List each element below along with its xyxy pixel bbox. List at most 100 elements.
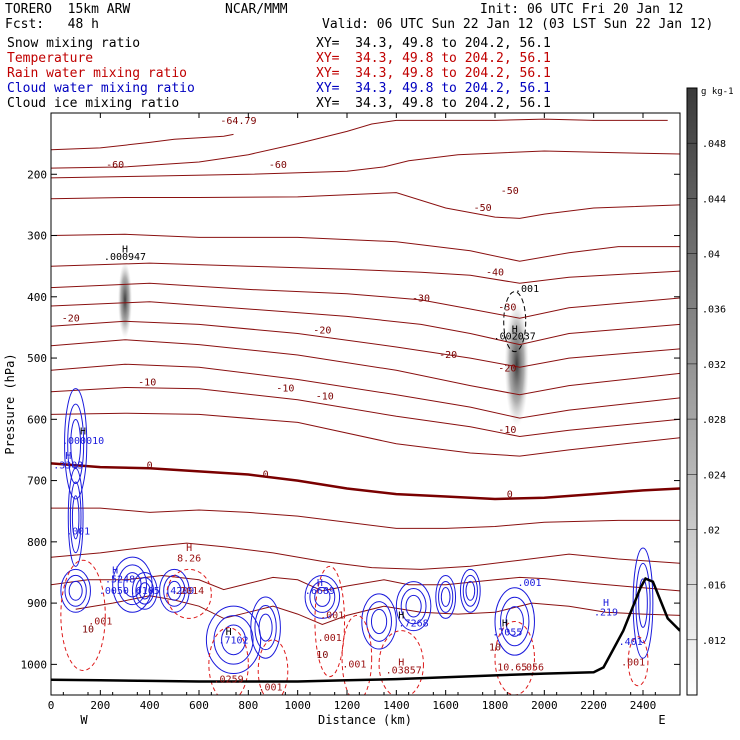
valid-time: Valid: 06 UTC Sun 22 Jan 12 (03 LST Sun …	[322, 17, 714, 32]
max-marker: H	[502, 618, 508, 629]
y-tick-label: 200	[27, 168, 47, 181]
cloud-water-contour	[60, 568, 91, 613]
west-label: W	[80, 713, 88, 727]
cloud-water-contour	[64, 574, 87, 607]
y-tick-label: 900	[27, 597, 47, 610]
x-tick-label: 1000	[284, 699, 311, 712]
isotherm	[75, 595, 680, 626]
temperature-label: -20	[498, 364, 516, 375]
temperature-label: -60	[106, 160, 124, 171]
x-tick-label: 2000	[531, 699, 558, 712]
temperature-label: -10	[276, 384, 294, 395]
cloud-water-contour	[395, 581, 432, 632]
cloud-water-contour	[67, 467, 84, 567]
temperature-label: -50	[474, 203, 492, 214]
ice-max-marker: H	[512, 324, 518, 335]
cloud-water-contour	[638, 578, 648, 628]
cloud-water-contour	[135, 577, 155, 605]
cloud-water-contour	[370, 608, 388, 635]
temperature-label: -30	[412, 294, 430, 305]
cloud-water-contour	[67, 403, 85, 485]
cloud-water-contour	[205, 605, 262, 675]
ice-contour	[503, 291, 527, 353]
cloud-water-contour	[405, 594, 422, 618]
cloud-water-contour	[459, 568, 481, 613]
temperature-label: 10	[489, 642, 501, 653]
cloud-water-label: .001	[66, 526, 90, 537]
isotherm	[51, 301, 680, 346]
max-marker: H	[186, 543, 192, 554]
cloud-water-label: .6105	[130, 586, 160, 597]
y-tick-label: 500	[27, 352, 47, 365]
x-tick-label: 2200	[580, 699, 607, 712]
max-marker: H	[226, 627, 232, 638]
x-tick-label: 1800	[482, 699, 509, 712]
temperature-label: -50	[501, 186, 519, 197]
temperature-label: -10	[498, 425, 516, 436]
cloud-water-label: .3303	[53, 460, 83, 471]
rain-water-contour	[341, 614, 373, 695]
colorbar-tick-label: .036	[702, 305, 726, 316]
colorbar-tick-label: .044	[702, 194, 726, 205]
rain-water-contour	[627, 636, 649, 687]
temperature-label: -60	[269, 160, 287, 171]
cloud-water-contour	[635, 562, 651, 644]
ice-max-label: .002037	[494, 332, 536, 343]
rain-label: 10.65	[497, 662, 527, 673]
cloud-water-contour	[400, 588, 427, 625]
temperature-label: -64.79	[220, 116, 256, 127]
isotherm	[51, 282, 680, 319]
max-marker: H	[112, 566, 118, 577]
max-marker: H	[603, 598, 609, 609]
rain-label: .001	[88, 617, 112, 628]
cloud-water-label: .0050	[99, 586, 129, 597]
y-tick-label: 700	[27, 475, 47, 488]
temperature-label: 10	[82, 625, 94, 636]
cloud-water-label: .5248	[105, 574, 135, 585]
isotherm	[51, 150, 680, 179]
y-tick-label: 1000	[21, 658, 48, 671]
temperature-label: -30	[498, 302, 516, 313]
max-marker: H	[80, 427, 86, 438]
field-xy: XY= 34.3, 49.8 to 204.2, 56.1	[316, 96, 551, 111]
field-name: Cloud ice mixing ratio	[7, 96, 180, 111]
ice-max-label: .000947	[104, 252, 146, 263]
field-xy: XY= 34.3, 49.8 to 204.2, 56.1	[316, 66, 551, 81]
cloud-water-label: .6689	[305, 586, 335, 597]
rain-water-contour	[257, 639, 289, 695]
x-tick-label: 2400	[630, 699, 657, 712]
cloud-water-contour	[440, 587, 451, 607]
cloud-water-contour	[438, 581, 454, 613]
temperature-label: 0	[263, 470, 269, 481]
field-xy: XY= 34.3, 49.8 to 204.2, 56.1	[316, 51, 551, 66]
temperature-label: -40	[486, 267, 504, 278]
y-tick-label: 300	[27, 230, 47, 243]
cloud-water-contour	[500, 596, 530, 647]
isotherm	[51, 363, 680, 419]
cloud-water-contour	[69, 481, 82, 554]
temperature-label: -20	[62, 313, 80, 324]
x-tick-label: 1400	[383, 699, 410, 712]
rain-water-contour	[60, 559, 106, 671]
colorbar-tick-label: .012	[702, 636, 726, 647]
model-title: TORERO 15km ARW	[5, 2, 131, 17]
ice-contour-label: .001	[515, 284, 539, 295]
cloud-water-contour	[494, 587, 535, 656]
x-tick-label: 1200	[334, 699, 361, 712]
x-tick-label: 1600	[432, 699, 459, 712]
ice-shading	[118, 262, 132, 339]
isotherm	[51, 133, 234, 151]
max-marker: H	[398, 658, 404, 669]
temperature-label: 10	[316, 650, 328, 661]
center-name: NCAR/MMM	[225, 2, 288, 17]
cloud-water-contour	[68, 580, 83, 601]
isotherm	[51, 574, 680, 592]
isotherm	[51, 262, 680, 284]
x-tick-label: 0	[48, 699, 55, 712]
rain-label: .001	[621, 658, 645, 669]
field-name: Snow mixing ratio	[7, 36, 141, 51]
temperature-label: -20	[439, 350, 457, 361]
y-tick-label: 600	[27, 413, 47, 426]
ice-shading	[504, 302, 529, 427]
